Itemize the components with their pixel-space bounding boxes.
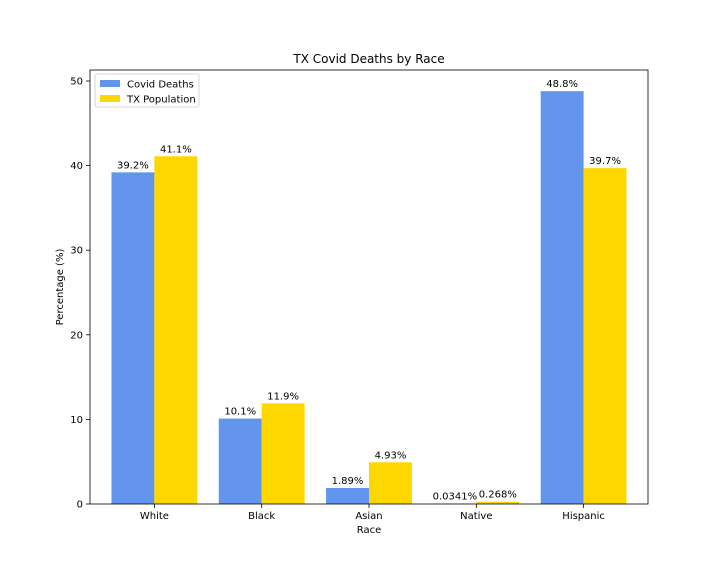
legend-box — [94, 73, 200, 108]
data-label: 39.7% — [589, 156, 621, 167]
data-label: 0.268% — [479, 490, 517, 501]
y-tick-label: 20 — [70, 330, 83, 341]
y-tick-label: 10 — [70, 415, 83, 426]
x-tick-label: Black — [248, 511, 275, 522]
bar-covid-deaths-black — [218, 418, 262, 504]
y-tick-label: 40 — [70, 161, 83, 172]
data-label: 39.2% — [117, 160, 149, 171]
bar-covid-deaths-hispanic — [540, 91, 584, 505]
legend: Covid Deaths TX Population — [94, 73, 200, 108]
y-tick-label: 30 — [70, 246, 83, 257]
y-axis-label: Percentage (%) — [55, 249, 66, 326]
plot-area: 39.2% 10.1% 1.89% 0.0341% 48.8% 41.1% 11.9% 4.9… — [70, 69, 649, 522]
data-label: 11.9% — [267, 391, 299, 402]
data-label: 1.89% — [332, 476, 364, 487]
legend-swatch — [100, 80, 120, 87]
bar-tx-population-white — [154, 156, 198, 504]
x-tick-label: Hispanic — [562, 511, 605, 522]
data-label: 48.8% — [546, 79, 578, 90]
x-tick-label: Asian — [355, 511, 382, 522]
x-tick-label: White — [140, 511, 169, 522]
bar-covid-deaths-white — [111, 172, 155, 505]
data-label: 4.93% — [375, 450, 407, 461]
data-label: 41.1% — [160, 144, 192, 155]
x-tick-label: Native — [460, 511, 492, 522]
data-label: 0.0341% — [433, 492, 478, 503]
legend-label: Covid Deaths — [127, 80, 194, 91]
bar-tx-population-hispanic — [583, 168, 627, 504]
legend-swatch — [100, 95, 120, 102]
y-tick-label: 0 — [77, 500, 83, 511]
bar-covid-deaths-asian — [326, 488, 369, 504]
x-axis-label: Race — [357, 525, 382, 536]
bar-tx-population-asian — [369, 462, 412, 504]
bar-tx-population-native — [476, 501, 520, 504]
chart-title: TX Covid Deaths by Race — [292, 52, 444, 66]
bar-tx-population-black — [261, 403, 305, 504]
data-label: 10.1% — [224, 407, 256, 418]
legend-label: TX Population — [126, 95, 196, 106]
y-tick-label: 50 — [70, 76, 83, 87]
